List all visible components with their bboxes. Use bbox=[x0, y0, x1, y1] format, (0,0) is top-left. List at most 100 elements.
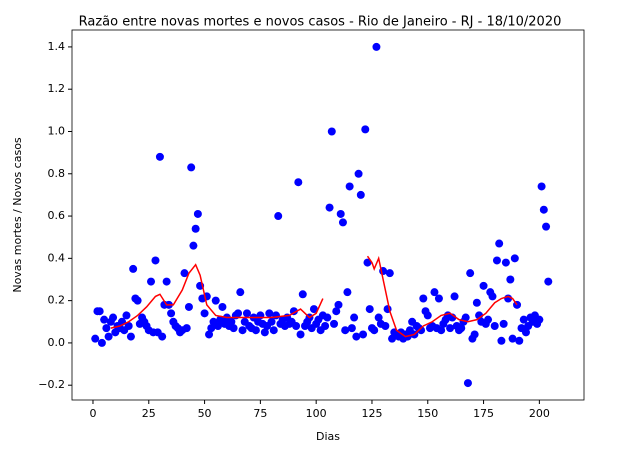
point bbox=[260, 328, 269, 337]
point bbox=[434, 294, 443, 303]
point bbox=[457, 324, 466, 333]
point bbox=[490, 322, 499, 330]
point bbox=[350, 313, 359, 322]
point bbox=[343, 288, 352, 297]
point bbox=[234, 309, 243, 318]
y-tick-label: −0.2 bbox=[38, 378, 65, 391]
point bbox=[323, 313, 332, 322]
y-tick-label: 0.8 bbox=[48, 167, 66, 180]
point bbox=[122, 311, 131, 320]
point bbox=[95, 307, 104, 316]
point bbox=[229, 324, 238, 333]
point bbox=[446, 324, 455, 333]
y-axis-label: Novas mortes / Novos casos bbox=[11, 137, 24, 293]
point bbox=[251, 326, 260, 335]
point bbox=[242, 309, 251, 318]
point bbox=[167, 309, 176, 318]
point bbox=[133, 296, 142, 305]
point bbox=[450, 292, 459, 301]
point bbox=[484, 315, 493, 324]
point bbox=[124, 322, 133, 330]
point bbox=[497, 336, 506, 345]
point bbox=[97, 338, 106, 347]
x-tick-label: 25 bbox=[142, 407, 156, 420]
point bbox=[472, 298, 481, 307]
point bbox=[492, 256, 501, 265]
point bbox=[506, 275, 515, 284]
point bbox=[539, 205, 548, 214]
point bbox=[361, 125, 370, 134]
x-tick-label: 200 bbox=[529, 407, 550, 420]
point bbox=[461, 313, 470, 322]
point bbox=[102, 324, 111, 333]
point bbox=[423, 311, 432, 320]
x-tick-label: 150 bbox=[417, 407, 438, 420]
point bbox=[542, 222, 551, 231]
point bbox=[191, 224, 200, 233]
point bbox=[189, 241, 198, 250]
x-tick-label: 50 bbox=[198, 407, 212, 420]
point bbox=[271, 311, 280, 320]
y-tick-label: 0.4 bbox=[48, 251, 66, 264]
point bbox=[269, 326, 278, 335]
point bbox=[470, 330, 479, 339]
point bbox=[508, 334, 517, 343]
point bbox=[352, 332, 361, 341]
point bbox=[437, 326, 446, 335]
point bbox=[537, 182, 546, 191]
x-tick-label: 75 bbox=[253, 407, 267, 420]
point bbox=[370, 326, 379, 335]
x-tick-label: 0 bbox=[89, 407, 96, 420]
point bbox=[510, 254, 519, 263]
point bbox=[193, 209, 202, 218]
point bbox=[155, 152, 164, 161]
point bbox=[162, 277, 171, 286]
point bbox=[292, 322, 301, 330]
point bbox=[535, 315, 544, 324]
point bbox=[381, 322, 390, 330]
point bbox=[267, 317, 276, 326]
y-tick-label: 0.6 bbox=[48, 209, 66, 222]
point bbox=[385, 269, 394, 278]
point bbox=[341, 326, 350, 335]
x-axis-label: Dias bbox=[316, 430, 340, 443]
x-tick-label: 175 bbox=[473, 407, 494, 420]
point bbox=[330, 319, 339, 328]
point bbox=[347, 324, 356, 333]
point bbox=[521, 328, 530, 337]
point bbox=[488, 292, 497, 301]
point bbox=[274, 212, 283, 221]
point bbox=[430, 288, 439, 297]
point bbox=[227, 317, 236, 326]
line bbox=[110, 255, 518, 338]
point bbox=[126, 332, 135, 341]
point bbox=[363, 258, 372, 267]
point bbox=[184, 302, 193, 311]
plot-frame bbox=[71, 29, 585, 401]
point bbox=[463, 379, 472, 388]
point bbox=[332, 307, 341, 316]
point bbox=[187, 163, 196, 172]
point bbox=[236, 288, 245, 297]
point bbox=[501, 258, 510, 267]
point bbox=[129, 264, 138, 273]
point bbox=[309, 305, 318, 314]
point bbox=[158, 332, 167, 341]
point bbox=[100, 315, 109, 324]
point bbox=[544, 277, 553, 286]
point bbox=[327, 127, 336, 136]
point bbox=[479, 281, 488, 290]
y-tick-label: 0.2 bbox=[48, 294, 66, 307]
point bbox=[200, 309, 209, 318]
point bbox=[354, 169, 363, 178]
point bbox=[338, 218, 347, 227]
point bbox=[334, 300, 343, 309]
point bbox=[294, 178, 303, 187]
point bbox=[180, 269, 189, 278]
point bbox=[151, 256, 160, 265]
point bbox=[345, 182, 354, 191]
point bbox=[466, 269, 475, 278]
x-tick-label: 125 bbox=[361, 407, 382, 420]
point bbox=[336, 209, 345, 218]
